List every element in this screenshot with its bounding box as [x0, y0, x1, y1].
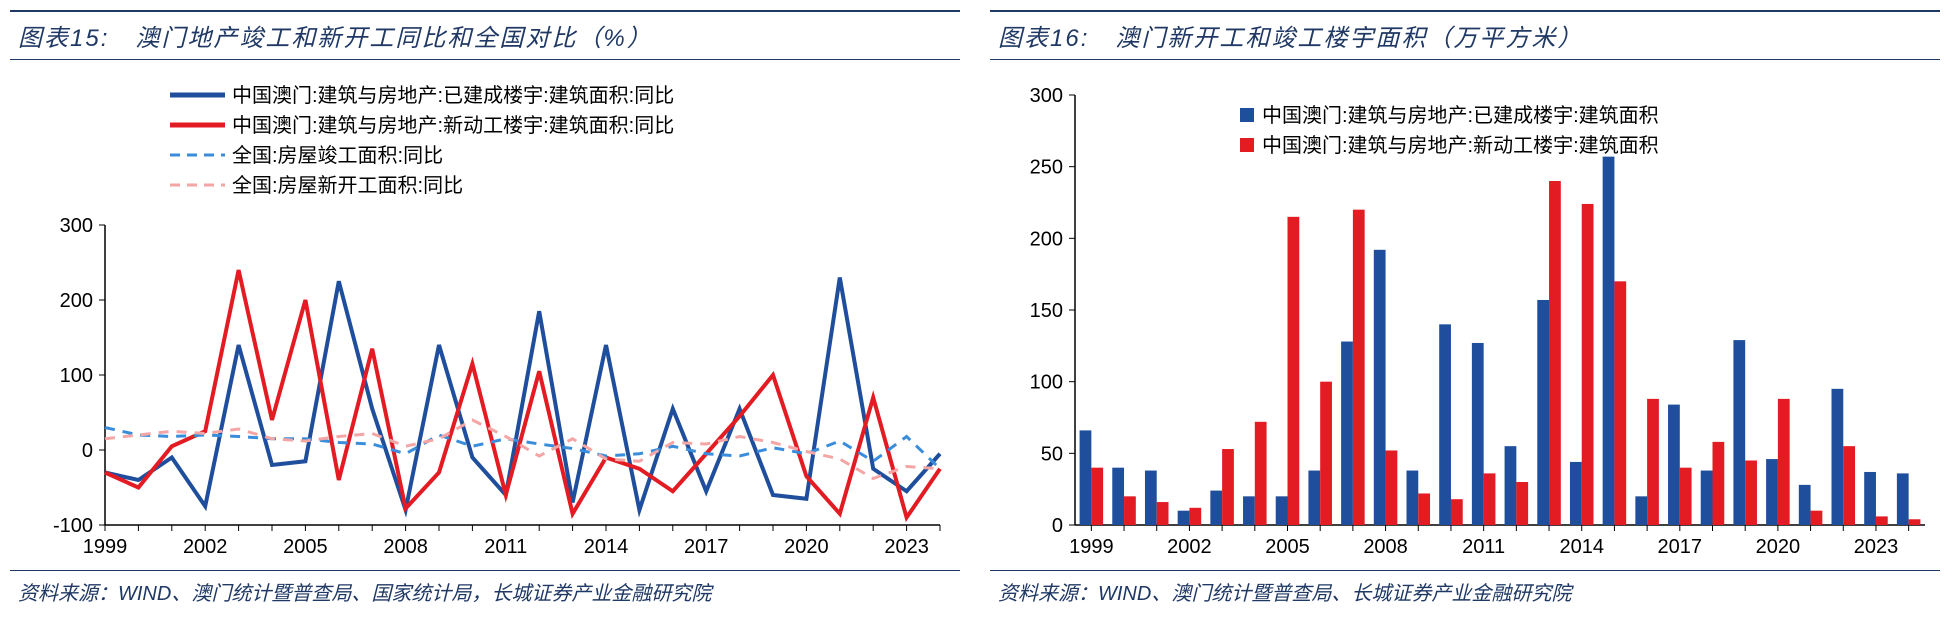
svg-text:2017: 2017 — [684, 536, 729, 558]
right-title-sep: : — [1081, 25, 1090, 52]
svg-text:2017: 2017 — [1658, 536, 1703, 558]
svg-text:2023: 2023 — [884, 536, 929, 558]
svg-text:0: 0 — [1052, 515, 1063, 537]
svg-text:2014: 2014 — [584, 536, 629, 558]
svg-text:2008: 2008 — [383, 536, 428, 558]
svg-text:300: 300 — [1030, 85, 1063, 107]
svg-text:全国:房屋竣工面积:同比: 全国:房屋竣工面积:同比 — [232, 144, 443, 167]
left-title-sep: : — [101, 25, 110, 52]
svg-text:0: 0 — [82, 440, 93, 462]
svg-text:-100: -100 — [53, 515, 93, 537]
svg-text:200: 200 — [1030, 228, 1063, 250]
panel-left: 图表15: 澳门地产竣工和新开工同比和全国对比（%） -100 0 100 200 30… — [10, 10, 960, 606]
right-title: 图表16: 澳门新开工和竣工楼宇面积（万平方米） — [990, 10, 1940, 60]
svg-text:2020: 2020 — [1756, 536, 1801, 558]
right-source-text: WIND、澳门统计暨普查局、长城证券产业金融研究院 — [1098, 583, 1571, 605]
right-source-label: 资料来源： — [998, 583, 1098, 605]
svg-text:2020: 2020 — [784, 536, 829, 558]
left-title-prefix: 图表 — [18, 25, 70, 52]
svg-text:50: 50 — [1041, 443, 1063, 465]
panel-right: 图表16: 澳门新开工和竣工楼宇面积（万平方米） 0 50 100 150 200 250… — [990, 10, 1940, 606]
right-title-prefix: 图表 — [998, 25, 1050, 52]
svg-text:2005: 2005 — [1265, 536, 1310, 558]
left-source-text: WIND、澳门统计暨普查局、国家统计局，长城证券产业金融研究院 — [118, 583, 711, 605]
right-source: 资料来源：WIND、澳门统计暨普查局、长城证券产业金融研究院 — [990, 570, 1940, 606]
svg-text:中国澳门:建筑与房地产:新动工楼宇:建筑面积:同比: 中国澳门:建筑与房地产:新动工楼宇:建筑面积:同比 — [232, 114, 674, 137]
svg-text:全国:房屋新开工面积:同比: 全国:房屋新开工面积:同比 — [232, 174, 463, 197]
svg-text:中国澳门:建筑与房地产:新动工楼宇:建筑面积: 中国澳门:建筑与房地产:新动工楼宇:建筑面积 — [1262, 134, 1659, 157]
svg-text:2002: 2002 — [183, 536, 228, 558]
left-title-text: 澳门地产竣工和新开工同比和全国对比（%） — [135, 25, 652, 52]
svg-text:2005: 2005 — [283, 536, 328, 558]
left-title: 图表15: 澳门地产竣工和新开工同比和全国对比（%） — [10, 10, 960, 60]
svg-text:300: 300 — [60, 215, 93, 237]
right-chart: 0 50 100 150 200 250 300 1999 2002 2005 2008 2011 20… — [990, 60, 1940, 570]
left-title-num: 15 — [70, 25, 101, 52]
right-title-num: 16 — [1050, 25, 1081, 52]
left-source-label: 资料来源： — [18, 583, 118, 605]
svg-text:150: 150 — [1030, 300, 1063, 322]
svg-text:200: 200 — [60, 290, 93, 312]
left-source: 资料来源：WIND、澳门统计暨普查局、国家统计局，长城证券产业金融研究院 — [10, 570, 960, 606]
svg-text:2011: 2011 — [484, 536, 527, 558]
svg-text:2023: 2023 — [1854, 536, 1899, 558]
svg-text:中国澳门:建筑与房地产:已建成楼宇:建筑面积: 中国澳门:建筑与房地产:已建成楼宇:建筑面积 — [1262, 104, 1659, 127]
left-chart: -100 0 100 200 300 1999 2002 2005 2008 2011 2014 20… — [10, 60, 960, 570]
svg-text:250: 250 — [1030, 157, 1063, 179]
svg-text:2008: 2008 — [1363, 536, 1408, 558]
svg-text:1999: 1999 — [1069, 536, 1114, 558]
svg-text:100: 100 — [1030, 372, 1063, 394]
svg-text:100: 100 — [60, 365, 93, 387]
svg-text:2011: 2011 — [1462, 536, 1505, 558]
right-title-text: 澳门新开工和竣工楼宇面积（万平方米） — [1115, 25, 1583, 52]
svg-text:中国澳门:建筑与房地产:已建成楼宇:建筑面积:同比: 中国澳门:建筑与房地产:已建成楼宇:建筑面积:同比 — [232, 84, 674, 107]
svg-text:2002: 2002 — [1167, 536, 1212, 558]
svg-text:1999: 1999 — [83, 536, 128, 558]
svg-text:2014: 2014 — [1559, 536, 1604, 558]
